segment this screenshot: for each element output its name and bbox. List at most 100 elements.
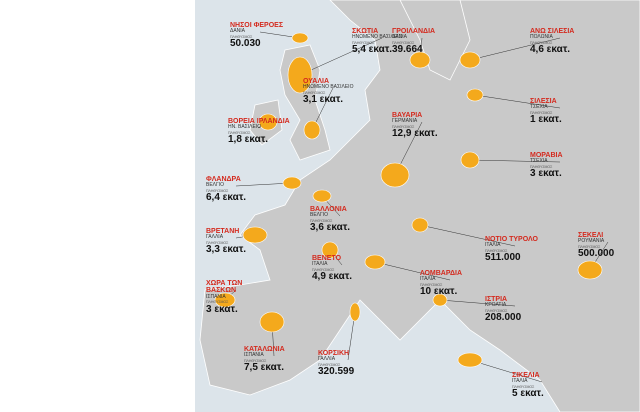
population-value: 3 εκατ. [530,168,562,180]
region-area [214,292,236,308]
region-area [577,260,603,280]
region-area [349,302,361,322]
population-label: ΠΛΗΘΥΣΜΟΣ [312,267,335,272]
region-name: ΚΟΡΣΙΚΗ [318,350,350,357]
region-country: ΙΣΠΑΝΙΑ [206,293,226,300]
region-label: ΑΝΩ ΣΙΛΕΣΙΑ ΠΟΛΩΝΙΑ ΠΛΗΘΥΣΜΟΣ 4,6 εκατ. [530,28,592,56]
region-label: ΙΣΤΡΙΑ ΚΡΟΑΤΙΑ ΠΛΗΘΥΣΜΟΣ 208.000 [485,296,547,324]
region-label: ΣΙΛΕΣΙΑ ΤΣΕΧΙΑ ΠΛΗΘΥΣΜΟΣ 1 εκατ. [530,98,592,126]
population-value: 4,9 εκατ. [312,271,353,283]
region-country: ΒΕΛΓΙΟ [310,212,329,219]
region-label: ΒΕΝΕΤΟ ΙΤΑΛΙΑ ΠΛΗΘΥΣΜΟΣ 4,9 εκατ. [312,255,374,283]
population-value: 4,6 εκατ. [530,44,571,56]
leader-line [439,299,516,307]
region-area [409,51,431,69]
region-name: ΒΑΛΛΟΝΙΑ [310,206,347,213]
region-name: ΒΕΝΕΤΟ [312,255,342,262]
region-label: ΒΑΛΛΟΝΙΑ ΒΕΛΓΙΟ ΠΛΗΘΥΣΜΟΣ 3,6 εκατ. [310,206,372,234]
population-value: 7,5 εκατ. [244,362,285,374]
region-label: ΟΥΑΛΙΑ ΗΝΩΜΕΝΟ ΒΑΣΙΛΕΙΟ ΠΛΗΘΥΣΜΟΣ 3,1 εκατ. [303,78,365,106]
region-name: ΣΙΚΕΛΙΑ [512,372,540,379]
region-country: ΓΑΛΛΙΑ [206,234,224,241]
leader-line [474,94,561,109]
region-name: ΜΟΡΑΒΙΑ [530,152,563,159]
region-area [259,311,285,333]
region-label: ΣΚΩΤΙΑ ΗΝΩΜΕΝΟ ΒΑΣΙΛΕΙΟ ΠΛΗΘΥΣΜΟΣ 5,4 εκατ. [352,28,414,56]
population-value: 208.000 [485,312,522,324]
population-value: 1,8 εκατ. [228,134,269,146]
region-name: ΣΕΚΕΛΙ [578,232,604,239]
region-country: ΙΤΑΛΙΑ [420,276,436,283]
region-country: ΙΤΑΛΙΑ [312,261,328,268]
leader-line [299,37,383,76]
population-value: 5 εκατ. [512,388,544,400]
region-label: ΣΕΚΕΛΙ ΡΟΥΜΑΝΙΑ ΠΛΗΘΥΣΜΟΣ 500.000 [578,232,640,260]
leader-line [419,224,516,247]
population-label: ΠΛΗΘΥΣΜΟΣ [530,164,553,169]
region-area [459,51,481,69]
region-name: ΒΟΡΕΙΑ ΙΡΛΑΝΔΙΑ [228,118,290,125]
population-value: 3,3 εκατ. [206,244,247,256]
region-label: ΓΡΟΙΛΑΝΔΙΑ ΔΑΝΙΑ ΠΛΗΘΥΣΜΟΣ 39.664 [392,28,454,56]
population-label: ΠΛΗΘΥΣΜΟΣ [206,188,229,193]
population-label: ΠΛΗΘΥΣΜΟΣ [485,308,508,313]
region-country: ΗΝΩΜΕΝΟ ΒΑΣΙΛΕΙΟ [303,84,354,91]
population-label: ΠΛΗΘΥΣΜΟΣ [206,240,229,245]
region-area [457,352,483,368]
region-area [258,113,278,131]
region-name: ΙΣΤΡΙΑ [485,296,508,303]
region-name: ΦΛΑΝΔΡΑ [206,176,241,183]
population-label: ΠΛΗΘΥΣΜΟΣ [530,110,553,115]
region-name: ΝΗΣΟΙ ΦΕΡΟΕΣ [230,22,284,29]
region-label: ΛΟΜΒΑΡΔΙΑ ΙΤΑΛΙΑ ΠΛΗΘΥΣΜΟΣ 10 εκατ. [420,270,482,298]
population-value: 500.000 [578,248,615,260]
region-country: ΤΣΕΧΙΑ [530,104,548,111]
region-area [411,217,429,233]
population-label: ΠΛΗΘΥΣΜΟΣ [392,124,415,129]
region-country: ΤΣΕΧΙΑ [530,158,548,165]
region-country: ΗΝΩΜΕΝΟ ΒΑΣΙΛΕΙΟ [352,34,403,41]
region-country: ΗΝ. ΒΑΣΙΛΕΙΟ [228,124,262,131]
population-label: ΠΛΗΘΥΣΜΟΣ [206,299,229,304]
region-name: ΟΥΑΛΙΑ [303,78,330,85]
leader-line [374,261,451,281]
region-country: ΙΣΠΑΝΙΑ [244,352,264,359]
population-label: ΠΛΗΘΥΣΜΟΣ [420,282,443,287]
population-label: ΠΛΗΘΥΣΜΟΣ [352,40,375,45]
region-country: ΙΤΑΛΙΑ [512,378,528,385]
population-value: 511.000 [485,252,521,264]
population-label: ΠΛΗΘΥΣΜΟΣ [530,40,553,45]
region-area [432,293,448,307]
region-area [291,32,309,44]
population-value: 3,6 εκατ. [310,222,351,234]
population-value: 5,4 εκατ. [352,44,393,56]
population-value: 6,4 εκατ. [206,192,247,204]
region-area [321,241,339,259]
region-label: ΣΙΚΕΛΙΑ ΙΤΑΛΙΑ ΠΛΗΘΥΣΜΟΣ 5 εκατ. [512,372,574,400]
region-label: ΦΛΑΝΔΡΑ ΒΕΛΓΙΟ ΠΛΗΘΥΣΜΟΣ 6,4 εκατ. [206,176,268,204]
region-name: ΑΝΩ ΣΙΛΕΣΙΑ [530,28,575,35]
region-name: ΚΑΤΑΛΩΝΙΑ [244,346,285,353]
population-label: ΠΛΗΘΥΣΜΟΣ [392,40,415,45]
leader-line [469,359,543,383]
region-name: ΧΩΡΑ ΤΩΝ ΒΑΣΚΩΝ [206,280,243,295]
region-area [466,88,484,102]
population-value: 12,9 εκατ. [392,128,438,140]
region-country: ΔΑΝΙΑ [392,34,408,41]
region-name: ΝΟΤΙΟ ΤΥΡΟΛΟ [485,236,538,243]
leader-line [469,37,561,61]
region-area [380,162,410,188]
region-label: ΝΟΤΙΟ ΤΥΡΟΛΟ ΙΤΑΛΙΑ ΠΛΗΘΥΣΜΟΣ 511.000 [485,236,547,264]
region-country: ΒΕΛΓΙΟ [206,182,225,189]
region-label: ΜΟΡΑΒΙΑ ΤΣΕΧΙΑ ΠΛΗΘΥΣΜΟΣ 3 εκατ. [530,152,592,180]
leader-line [469,159,561,163]
region-area [287,56,313,94]
region-country: ΙΤΑΛΙΑ [485,242,501,249]
population-value: 3,1 εκατ. [303,94,344,106]
population-label: ΠΛΗΘΥΣΜΟΣ [578,244,601,249]
population-value: 3 εκατ. [206,303,238,315]
region-area [364,254,386,270]
region-name: ΣΙΛΕΣΙΑ [530,98,557,105]
region-name: ΒΑΥΑΡΙΑ [392,112,423,119]
region-name: ΒΡΕΤΑΝΗ [206,228,240,235]
